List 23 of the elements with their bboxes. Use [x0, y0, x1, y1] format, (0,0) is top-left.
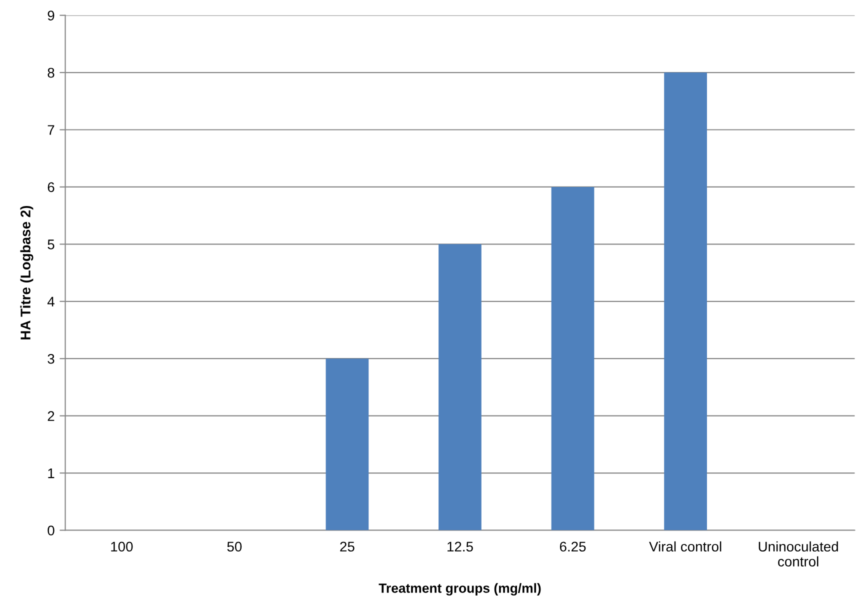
y-tick-label: 3 [48, 354, 54, 364]
bar [664, 72, 707, 530]
bar [551, 186, 594, 530]
bar [326, 358, 369, 530]
y-tick-label: 9 [48, 10, 54, 20]
x-tick-label: 50 [227, 542, 242, 552]
x-tick-label: Uninoculated control [758, 541, 838, 567]
x-axis-title: Treatment groups (mg/ml) [378, 583, 541, 596]
y-tick-label: 1 [48, 468, 54, 478]
bar [438, 244, 482, 530]
y-axis-title: HA Titre (Logbase 2) [20, 206, 34, 340]
x-tick-label: 25 [340, 542, 354, 552]
x-tick-label: Viral control [649, 541, 722, 552]
y-tick-label: 6 [48, 182, 54, 192]
x-tick-label: 12.5 [448, 542, 473, 552]
y-tick-label: 7 [48, 125, 54, 135]
y-tick-label: 2 [48, 411, 54, 421]
x-tick-label: 100 [111, 542, 133, 552]
y-tick-label: 0 [48, 526, 54, 536]
y-tick-label: 5 [48, 240, 54, 250]
y-tick-label: 4 [47, 296, 54, 306]
x-tick-label: 6.25 [560, 542, 586, 552]
y-tick-label: 8 [48, 68, 54, 78]
